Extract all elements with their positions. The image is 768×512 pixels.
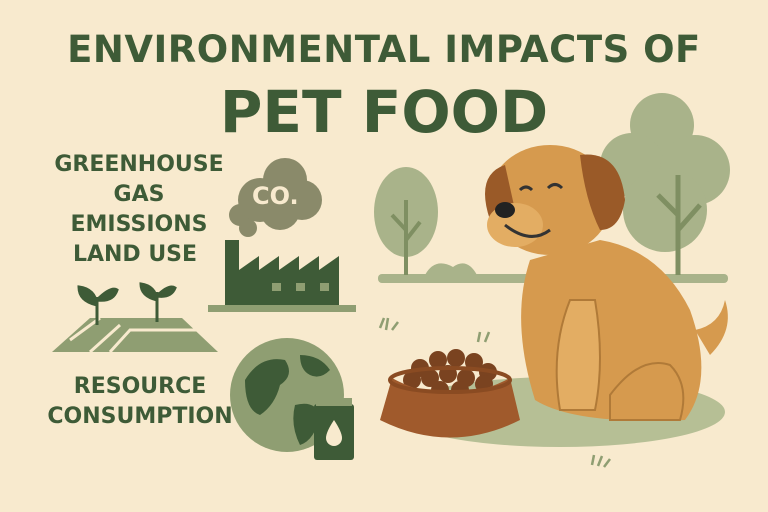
title-line-2: PET FOOD [219, 78, 549, 146]
small-tree-icon [374, 167, 438, 275]
bush-icon [425, 263, 477, 275]
large-tree-icon [600, 93, 730, 275]
impact-label-land-use: LAND USE [72, 242, 198, 267]
factory-icon [208, 158, 356, 312]
title-line-1: ENVIRONMENTAL IMPACTS OF [67, 28, 701, 71]
resource-line-2: CONSUMPTION [47, 404, 233, 429]
dog-illustration [485, 145, 728, 421]
farmland-sprouts-icon [52, 282, 218, 354]
impact-label-greenhouse: GREENHOUSE GAS EMISSIONS [44, 150, 234, 240]
greenhouse-line-1: GREENHOUSE [54, 152, 224, 177]
co2-cloud-text: CO. [252, 182, 299, 210]
impact-label-resource: RESOURCE CONSUMPTION [40, 372, 240, 432]
food-bowl-icon [380, 349, 520, 438]
co2-cloud-icon [238, 158, 322, 230]
resource-line-1: RESOURCE [73, 374, 207, 399]
greenhouse-line-2: GAS EMISSIONS [70, 182, 208, 237]
globe-oil-can-icon [230, 338, 354, 460]
